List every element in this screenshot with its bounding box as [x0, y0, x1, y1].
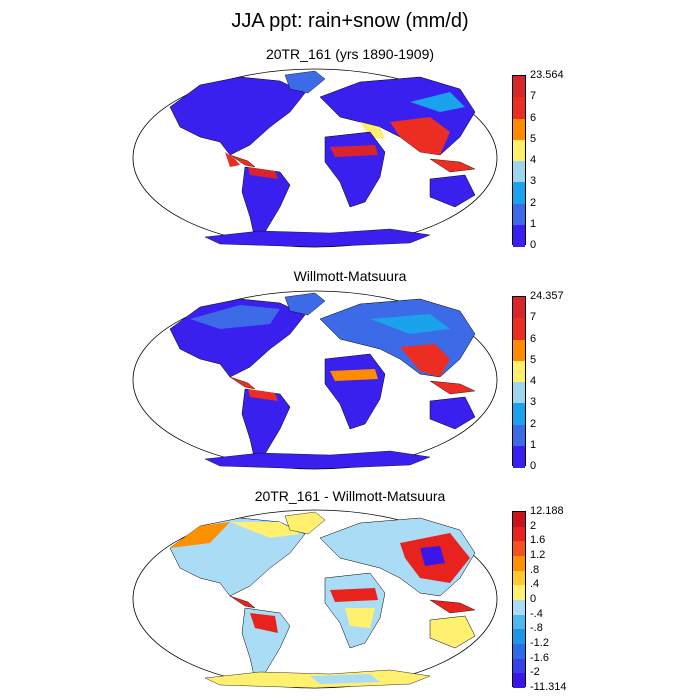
colorbar-swatch [513, 224, 525, 247]
colorbar-swatch [513, 445, 525, 468]
colorbar-tick-label: 1 [530, 217, 537, 230]
colorbar-tick-label: 4 [530, 154, 537, 166]
colorbar-swatch [513, 585, 525, 601]
colorbar-swatch [513, 403, 525, 426]
colorbar-tick-label: 1 [530, 438, 537, 451]
colorbar-swatch [513, 570, 525, 586]
colorbar-tick-label: 5 [530, 132, 537, 145]
colorbar-tick-label: -1.2 [530, 637, 549, 649]
colorbar-tick-label: -.4 [530, 607, 543, 620]
colorbar-tick-label: .4 [530, 578, 540, 591]
colorbar-tick-label: 23.564 [530, 69, 564, 81]
colorbar-swatch [513, 203, 525, 226]
colorbar-tick-label: 1.6 [530, 534, 546, 547]
colorbar-swatch [513, 182, 525, 205]
colorbar-tick-label: 3 [530, 175, 537, 188]
colorbar-tick-label: 2 [530, 196, 537, 209]
colorbar-swatch [513, 297, 525, 319]
panel-2-title: Willmott-Matsuura [293, 268, 407, 284]
colorbar-tick-label: 2 [530, 417, 537, 430]
figure-title: JJA ppt: rain+snow (mm/d) [231, 10, 469, 32]
colorbar-swatch [513, 318, 525, 341]
colorbar-tick-label: .8 [530, 563, 540, 576]
colorbar-tick-label: -11.314 [530, 681, 567, 693]
panel-3-title: 20TR_161 - Willmott-Matsuura [254, 488, 446, 504]
colorbar-swatch [513, 76, 525, 98]
colorbar-swatch [513, 424, 525, 447]
colorbar-tick-label: 7 [530, 311, 537, 324]
colorbar-tick-label: 0 [530, 593, 537, 605]
colorbar-tick-label: 6 [530, 332, 537, 345]
panel-2-map [132, 290, 498, 470]
colorbar-swatch [513, 556, 525, 571]
colorbar-swatch [513, 382, 525, 404]
colorbar-swatch [513, 360, 525, 383]
panel-1-map [132, 68, 498, 248]
colorbar-tick-label: -.8 [530, 622, 543, 635]
colorbar-swatch [513, 97, 525, 120]
colorbar-tick-label: 0 [530, 239, 537, 251]
panel-3-colorbar-bar [512, 511, 526, 689]
colorbar-tick-label: 5 [530, 353, 537, 366]
colorbar-swatch [513, 673, 525, 689]
panel-1-title: 20TR_161 (yrs 1890-1909) [265, 46, 435, 62]
colorbar-tick-label: 7 [530, 90, 537, 103]
colorbar-swatch [513, 161, 525, 183]
panel-1-colorbar-bar [512, 75, 526, 247]
colorbar-swatch [513, 644, 525, 659]
colorbar-tick-label: 0 [530, 460, 537, 472]
colorbar-swatch [513, 339, 525, 362]
panel-2-colorbar-bar [512, 296, 526, 468]
colorbar-swatch [513, 526, 525, 542]
colorbar-tick-label: 2 [530, 519, 537, 532]
colorbar-swatch [513, 629, 525, 645]
colorbar-tick-label: 12.188 [530, 505, 564, 517]
colorbar-swatch [513, 600, 525, 615]
colorbar-swatch [513, 118, 525, 141]
colorbar-tick-label: 4 [530, 375, 537, 387]
panel-3-map [132, 509, 498, 689]
colorbar-tick-label: 24.357 [530, 290, 564, 302]
colorbar-swatch [513, 512, 525, 527]
colorbar-tick-label: 6 [530, 111, 537, 124]
colorbar-tick-label: 1.2 [530, 549, 546, 561]
colorbar-tick-label: -2 [530, 666, 540, 679]
colorbar-tick-label: -1.6 [530, 651, 549, 664]
colorbar-swatch [513, 614, 525, 630]
colorbar-swatch [513, 541, 525, 557]
colorbar-swatch [513, 139, 525, 162]
colorbar-swatch [513, 658, 525, 674]
colorbar-tick-label: 3 [530, 396, 537, 409]
